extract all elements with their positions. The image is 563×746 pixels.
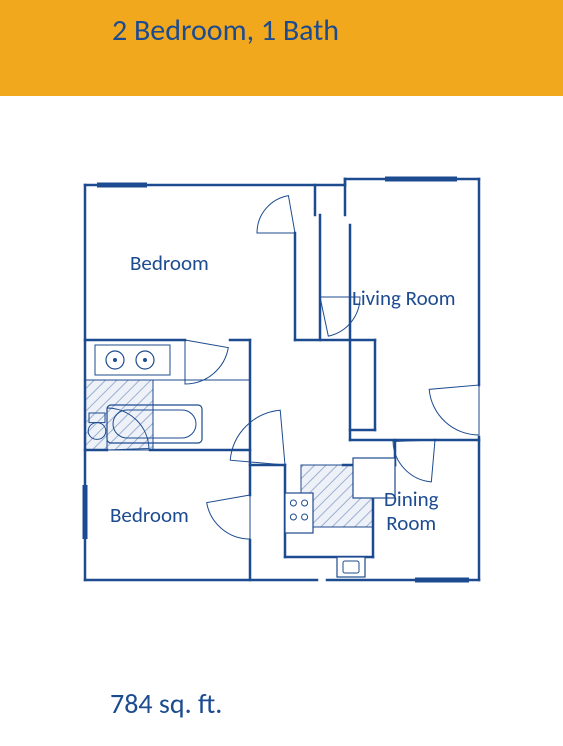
header-title: 2 Bedroom, 1 Bath <box>112 12 339 49</box>
square-footage: 784 sq. ft. <box>110 686 222 721</box>
label-bedroom-1: Bedroom <box>130 250 209 276</box>
label-dining-room: Dining Room <box>384 487 439 535</box>
label-living-room: Living Room <box>352 285 456 311</box>
header-band: 2 Bedroom, 1 Bath <box>0 0 563 96</box>
label-bedroom-2: Bedroom <box>110 502 189 528</box>
